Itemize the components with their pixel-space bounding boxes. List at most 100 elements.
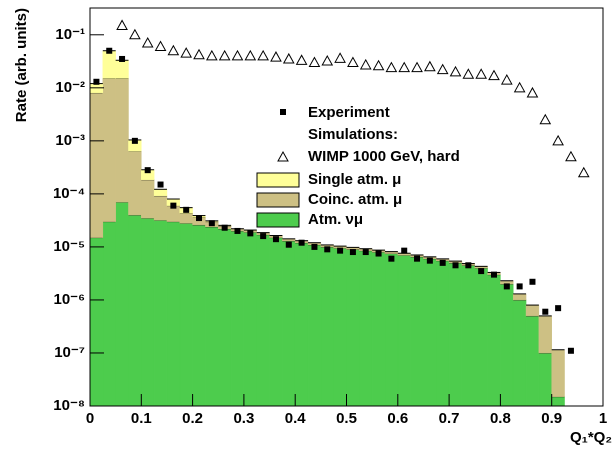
histogram-bar [102,78,116,222]
histogram-bar [141,217,155,407]
y-tick-label: 10⁻¹ [55,26,85,43]
experiment-point [439,259,446,266]
experiment-point [298,239,305,246]
simulation-point [218,49,231,61]
histogram-bar [153,189,168,197]
histogram-bar [179,222,193,407]
histogram-bar [115,78,129,203]
experiment-point [272,236,279,243]
y-tick-label: 10⁻⁷ [54,344,85,361]
simulation-point [449,65,462,77]
histogram-bar [115,60,129,79]
y-axis-label: Rate (arb. units) [13,8,30,122]
histogram-bar [512,299,527,407]
legend-swatch [256,192,300,208]
y-tick-label: 10⁻² [55,79,85,96]
x-tick-label: 0.7 [439,410,460,427]
experiment-point [375,250,382,257]
experiment-point [247,230,254,237]
histogram-bar [166,221,181,407]
histogram-bar [179,213,193,224]
x-tick-label: 0.9 [541,410,562,427]
histogram-bar [512,293,527,301]
experiment-point [119,55,126,62]
experiment-point [452,262,459,269]
histogram-bar [243,231,257,407]
legend-swatch [256,212,300,228]
experiment-point [183,206,190,213]
experiment-point [542,308,549,315]
histogram-bar [551,349,565,397]
simulation-point [500,74,513,85]
simulation-point [282,52,295,64]
simulation-point [321,55,334,66]
histogram-bar [128,150,142,216]
simulation-point [462,68,475,79]
simulation-point [231,49,244,61]
legend-label: WIMP 1000 GeV, hard [308,148,460,165]
experiment-point [414,255,421,262]
simulation-point [488,69,500,81]
experiment-point [478,268,485,275]
histogram-bar [192,224,206,407]
simulation-point [385,61,398,73]
simulation-point [359,58,372,70]
histogram-bar [294,242,309,407]
x-tick-label: 0.8 [490,410,511,427]
simulation-point [526,86,539,98]
simulation-point [116,19,128,30]
y-tick-label: 10⁻⁸ [53,397,85,414]
histogram-bar [307,244,322,407]
histogram-bar [474,267,488,407]
x-tick-label: 0.1 [131,410,152,427]
simulation-point [308,56,321,68]
experiment-point [93,78,100,85]
experiment-point [221,224,228,231]
simulation-point [193,48,205,60]
simulation-point [129,28,141,40]
experiment-point [208,220,215,227]
simulation-point [167,44,180,56]
legend-swatch [256,172,300,188]
simulation-point [398,61,411,73]
legend-label: Single atm. μ [308,171,401,188]
experiment-point [144,167,151,174]
simulation-point [565,150,577,162]
histogram-bar [333,247,347,407]
experiment-point [555,305,562,312]
simulation-point [154,40,167,52]
histogram-bar [525,315,540,407]
experiment-point [170,202,177,209]
x-tick-label: 0.3 [233,410,254,427]
experiment-point [337,247,344,254]
simulation-point [270,51,282,62]
experiment-point [388,255,395,262]
experiment-point [503,283,510,290]
x-tick-label: 0.4 [285,410,307,427]
histogram-bar [282,240,296,407]
histogram-bar [218,228,232,407]
histogram-bar [89,92,104,238]
histogram-bar [102,50,116,79]
experiment-point [324,246,331,253]
histogram-bar [423,258,437,407]
experiment-point [196,215,203,222]
simulation-point [372,59,385,71]
experiment-point [285,241,292,248]
experiment-point [401,247,408,254]
histogram-bar [461,265,475,407]
simulation-point [141,36,154,48]
histogram-bar [487,274,501,407]
simulation-point [180,47,193,58]
experiment-point [157,181,164,188]
histogram-bar [346,249,360,407]
histogram-bar [256,234,270,407]
legend-label: Atm. νμ [308,211,363,228]
simulation-point [295,54,308,65]
legend-marker [280,109,286,115]
histogram-bar [320,246,334,407]
histogram-bar [551,396,565,407]
experiment-point [567,347,574,354]
histogram-bar [205,226,219,407]
